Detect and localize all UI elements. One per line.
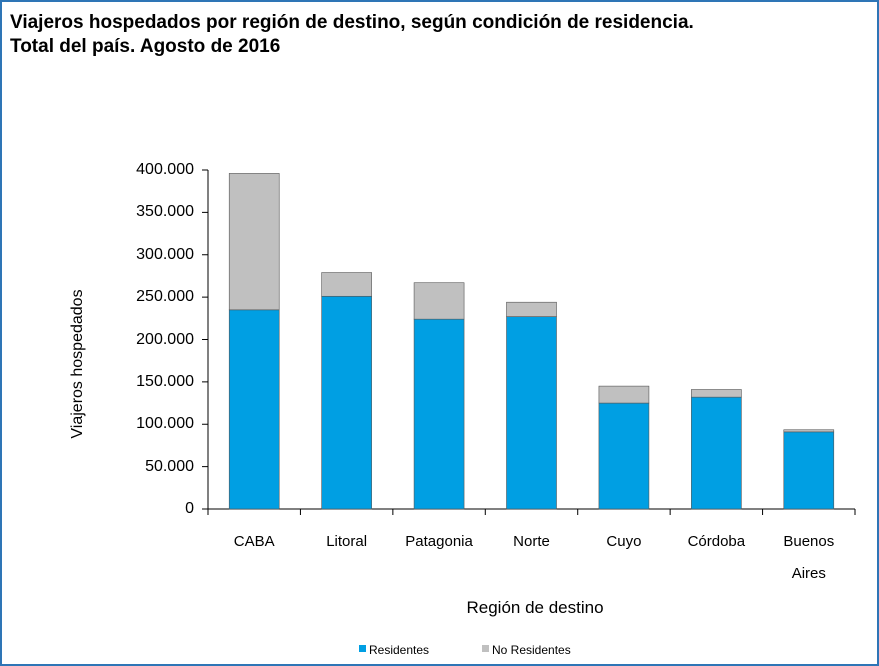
legend-swatch xyxy=(482,645,489,652)
y-tick-label: 400.000 xyxy=(136,161,194,178)
bar-segment xyxy=(598,402,650,510)
legend-label: Residentes xyxy=(369,643,430,657)
bar-segment xyxy=(413,318,465,510)
y-tick-label: 200.000 xyxy=(136,330,194,348)
x-tick-label: Patagonia xyxy=(405,533,473,550)
legend-swatch xyxy=(359,645,366,652)
bar-segment xyxy=(228,173,280,311)
x-axis-label: Región de destino xyxy=(466,598,604,617)
chart-title: Viajeros hospedados por región de destin… xyxy=(10,12,694,33)
x-tick-label: Norte xyxy=(513,533,550,550)
y-tick-label: 0 xyxy=(185,500,194,517)
bar-segment xyxy=(691,389,742,398)
chart-subtitle: Total del país. Agosto de 2016 xyxy=(10,36,281,57)
x-tick-label: Cuyo xyxy=(606,533,642,550)
x-tick-label: CABA xyxy=(233,533,275,550)
bar-segment xyxy=(228,309,280,510)
legend-label: No Residentes xyxy=(492,643,571,657)
bar-segment xyxy=(506,316,557,510)
bar-segment xyxy=(321,295,372,510)
bar-segment xyxy=(783,429,835,433)
y-tick-label: 250.000 xyxy=(136,288,194,306)
bar-segment xyxy=(321,272,372,297)
bar-segment xyxy=(506,301,557,317)
y-tick-label: 350.000 xyxy=(136,203,194,221)
x-tick-label: Buenos Aires xyxy=(783,533,835,582)
y-tick-label: 50.000 xyxy=(145,457,194,475)
bar-segment xyxy=(691,396,742,510)
bar-segment xyxy=(783,431,835,510)
bar-segment xyxy=(413,282,465,320)
y-tick-label: 100.000 xyxy=(136,415,194,433)
y-tick-label: 300.000 xyxy=(136,245,194,263)
bar-segment xyxy=(598,385,650,404)
x-tick-label: Córdoba xyxy=(687,533,746,550)
y-tick-label: 150.000 xyxy=(136,372,194,390)
x-tick-label: Litoral xyxy=(326,533,368,550)
